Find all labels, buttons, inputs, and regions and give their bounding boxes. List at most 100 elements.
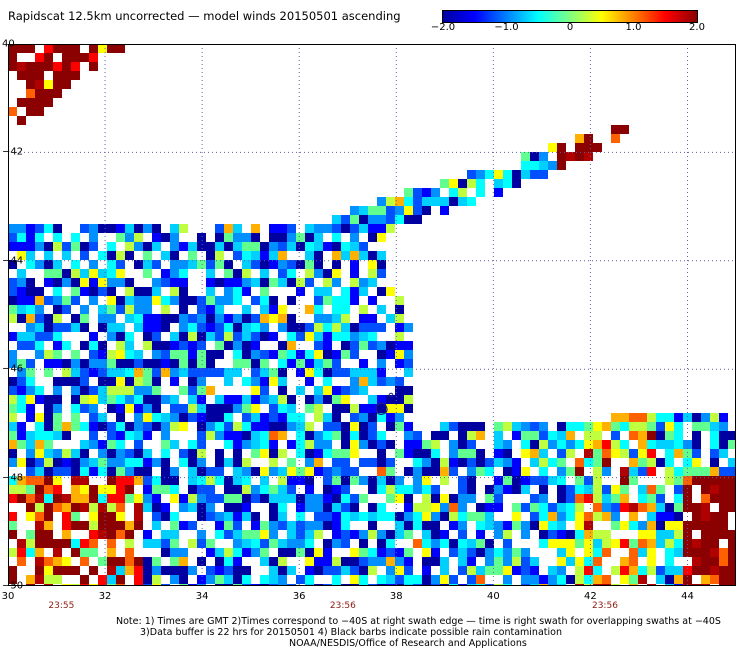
wind-cell bbox=[323, 242, 332, 251]
wind-cell bbox=[710, 440, 719, 449]
wind-cell bbox=[89, 386, 98, 395]
wind-cell bbox=[458, 512, 467, 521]
wind-cell bbox=[458, 521, 467, 530]
wind-cell bbox=[593, 143, 602, 152]
wind-cell bbox=[242, 314, 251, 323]
wind-cell bbox=[233, 233, 242, 242]
wind-cell bbox=[584, 575, 593, 584]
wind-cell bbox=[107, 314, 116, 323]
wind-cell bbox=[8, 566, 17, 575]
wind-cell bbox=[143, 467, 152, 476]
wind-cell bbox=[44, 413, 53, 422]
wind-cell bbox=[368, 458, 377, 467]
wind-cell bbox=[206, 314, 215, 323]
wind-cell bbox=[44, 539, 53, 548]
wind-cell bbox=[296, 350, 305, 359]
wind-cell bbox=[710, 467, 719, 476]
wind-cell bbox=[368, 296, 377, 305]
wind-cell bbox=[17, 98, 26, 107]
wind-cell bbox=[197, 233, 206, 242]
wind-cell bbox=[494, 422, 503, 431]
wind-cell bbox=[647, 503, 656, 512]
wind-cell bbox=[8, 548, 17, 557]
wind-cell bbox=[341, 539, 350, 548]
wind-cell bbox=[287, 314, 296, 323]
wind-cell bbox=[62, 359, 71, 368]
wind-cell bbox=[17, 386, 26, 395]
wind-cell bbox=[215, 404, 224, 413]
wind-cell bbox=[89, 521, 98, 530]
wind-cell bbox=[350, 287, 359, 296]
wind-cell bbox=[80, 449, 89, 458]
wind-cell bbox=[260, 431, 269, 440]
wind-cell bbox=[674, 485, 683, 494]
wind-cell bbox=[197, 305, 206, 314]
wind-cell bbox=[674, 449, 683, 458]
wind-cell bbox=[323, 440, 332, 449]
footnote-line-2: 3)Data buffer is 22 hrs for 20150501 4) … bbox=[140, 627, 562, 638]
wind-cell bbox=[341, 341, 350, 350]
wind-cell bbox=[368, 557, 377, 566]
wind-cell bbox=[566, 530, 575, 539]
wind-cell bbox=[359, 242, 368, 251]
wind-cell bbox=[476, 530, 485, 539]
wind-cell bbox=[53, 242, 62, 251]
wind-cell bbox=[17, 233, 26, 242]
wind-cell bbox=[557, 458, 566, 467]
wind-cell bbox=[629, 512, 638, 521]
wind-cell bbox=[35, 260, 44, 269]
wind-cell bbox=[359, 422, 368, 431]
wind-cell bbox=[287, 224, 296, 233]
wind-cell bbox=[8, 440, 17, 449]
wind-cell bbox=[62, 296, 71, 305]
wind-cell bbox=[440, 566, 449, 575]
wind-cell bbox=[332, 503, 341, 512]
wind-cell bbox=[197, 476, 206, 485]
wind-cell bbox=[638, 467, 647, 476]
wind-cell bbox=[467, 458, 476, 467]
wind-cell bbox=[413, 521, 422, 530]
wind-cell bbox=[350, 584, 359, 586]
wind-cell bbox=[611, 485, 620, 494]
wind-cell bbox=[161, 530, 170, 539]
wind-cell bbox=[62, 431, 71, 440]
wind-cell bbox=[98, 377, 107, 386]
wind-cell bbox=[530, 494, 539, 503]
wind-cell bbox=[431, 449, 440, 458]
wind-cell bbox=[566, 422, 575, 431]
wind-cell bbox=[251, 233, 260, 242]
wind-cell bbox=[80, 251, 89, 260]
wind-cell bbox=[98, 413, 107, 422]
wind-cell bbox=[314, 242, 323, 251]
wind-cell bbox=[170, 440, 179, 449]
wind-cell bbox=[728, 548, 736, 557]
wind-cell bbox=[350, 575, 359, 584]
wind-cell bbox=[233, 548, 242, 557]
wind-cell bbox=[566, 503, 575, 512]
wind-cell bbox=[35, 224, 44, 233]
wind-cell bbox=[656, 422, 665, 431]
wind-cell bbox=[134, 305, 143, 314]
wind-cell bbox=[341, 584, 350, 586]
wind-cell bbox=[62, 521, 71, 530]
wind-cell bbox=[89, 395, 98, 404]
wind-cell bbox=[485, 539, 494, 548]
wind-cell bbox=[80, 422, 89, 431]
wind-cell bbox=[602, 449, 611, 458]
wind-cell bbox=[467, 476, 476, 485]
wind-cell bbox=[584, 449, 593, 458]
wind-cell bbox=[143, 431, 152, 440]
wind-cell bbox=[665, 512, 674, 521]
wind-cell bbox=[8, 305, 17, 314]
wind-cell bbox=[368, 206, 377, 215]
wind-cell bbox=[287, 584, 296, 586]
wind-cell bbox=[35, 521, 44, 530]
wind-cell bbox=[341, 296, 350, 305]
wind-cell bbox=[368, 431, 377, 440]
wind-cell bbox=[476, 467, 485, 476]
wind-cell bbox=[692, 422, 701, 431]
wind-cell bbox=[170, 224, 179, 233]
wind-cell bbox=[152, 503, 161, 512]
wind-cell bbox=[107, 467, 116, 476]
wind-cell bbox=[251, 377, 260, 386]
